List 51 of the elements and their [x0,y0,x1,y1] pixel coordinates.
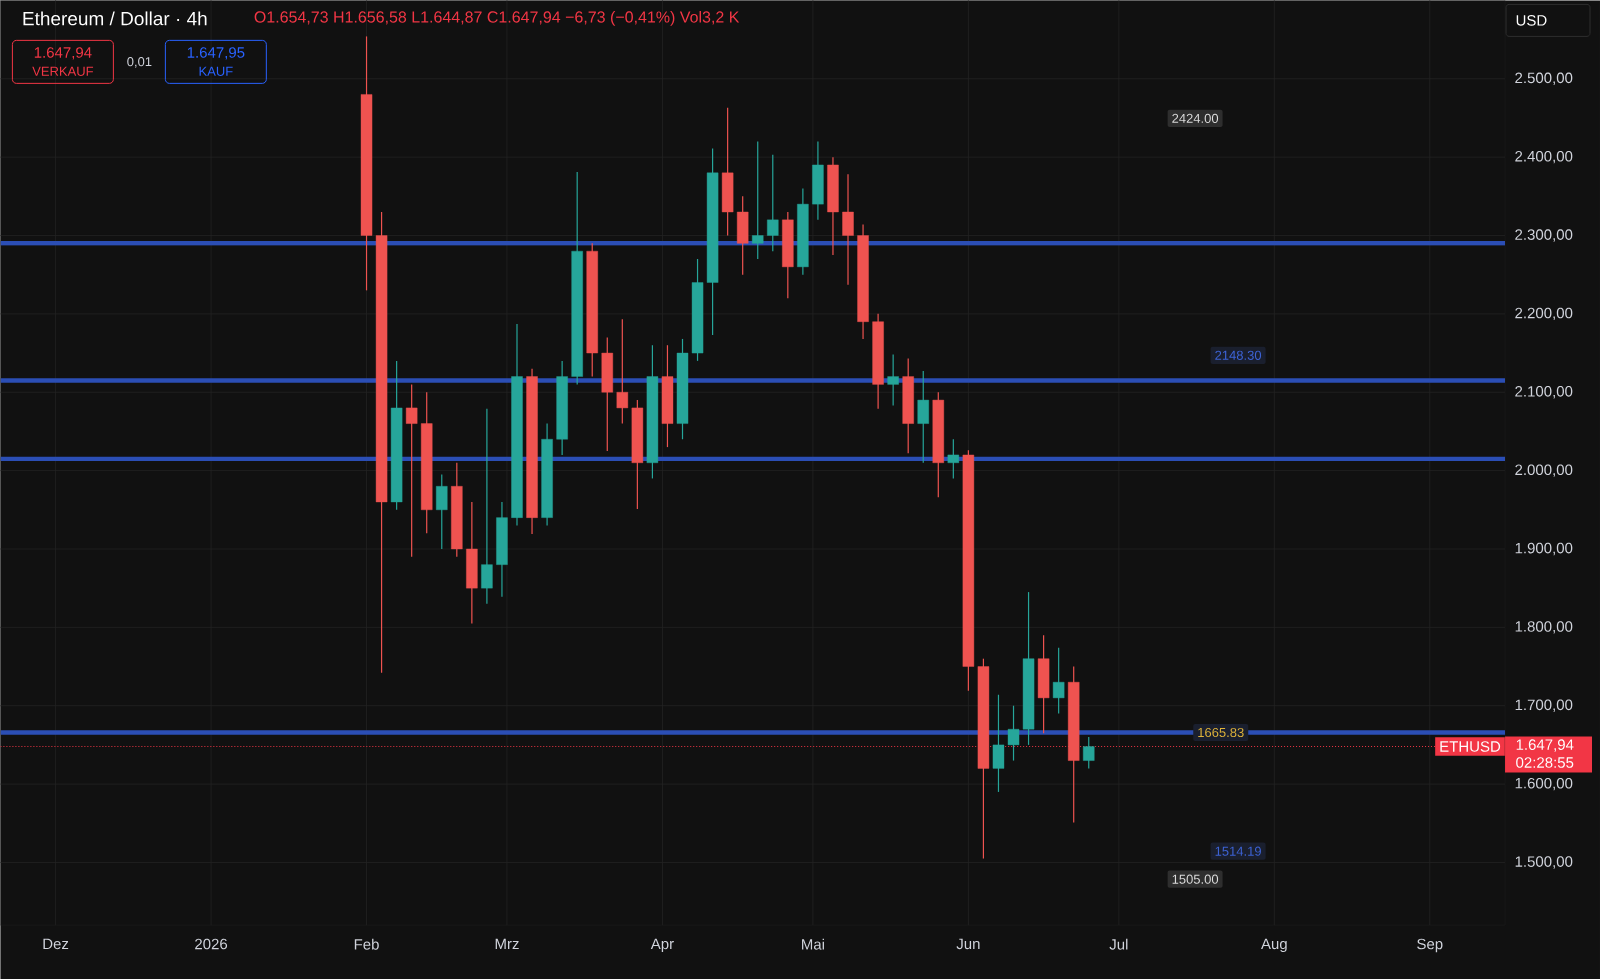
annotation: 1514.19 [1215,846,1261,856]
candlestick [481,408,493,605]
candlestick [616,318,629,425]
candlestick [405,383,418,558]
candlestick [767,154,779,252]
x-tick-label: Aug [1261,938,1287,953]
annotation: 2424.00 [1172,113,1219,123]
candlestick [992,694,1005,793]
text: O1.654,73 H1.656,58 L1.644,87 C1.647,94 −6,73 (−0,41%) Vol3,2 K [254,10,740,26]
candlestick [1052,647,1065,715]
y-tick-label: 2.100,00 [1515,385,1573,399]
y-tick-label: 2.000,00 [1515,464,1573,477]
candlestick [887,353,899,407]
x-tick-label: 2026 [195,938,228,950]
candlestick [947,438,960,479]
y-tick-label: 2.400,00 [1515,150,1573,164]
y-tick-label: 1.800,00 [1515,621,1573,634]
candlestick [1083,736,1095,769]
text: 1.647,94 [1516,739,1574,752]
y-tick-label: 2.300,00 [1515,229,1573,242]
x-tick-label: Mrz [495,938,519,949]
annotation: 1.647,95 [187,47,245,60]
y-tick-label: 1.700,00 [1515,699,1573,712]
candlestick [752,140,764,260]
annotation: 1505.00 [1172,874,1219,884]
y-tick-label: 2.200,00 [1515,307,1573,320]
y-tick-label: 1.500,00 [1515,856,1573,869]
ref-line-label: ETHUSD [1440,741,1501,752]
y-tick-label: 2.500,00 [1515,72,1573,85]
x-tick-label: Jul [1109,938,1128,950]
annotation: KAUF [199,66,233,76]
chart-title: Ethereum / Dollar · 4h [23,11,207,26]
x-tick-label: Jun [956,938,980,950]
x-tick-label: Feb [354,938,379,950]
candlestick [917,370,929,464]
x-tick-label: Dez [43,938,69,950]
annotation: 1.647,94 [34,47,92,60]
text: USD [1516,15,1547,26]
annotation: VERKAUF [32,66,94,76]
x-tick-label: Mai [802,938,824,950]
annotation: 0,01 [127,56,152,68]
y-tick-label: 1.600,00 [1515,777,1573,791]
x-tick-label: Apr [650,938,674,953]
y-tick-label: 1.900,00 [1515,542,1573,556]
text: 02:28:55 [1516,757,1574,768]
x-tick-label: Sep [1417,938,1443,953]
annotation: 1665.83 [1198,727,1244,738]
annotation: 2148.30 [1215,350,1262,360]
candlestick [436,473,448,550]
candlestick [1007,705,1020,762]
candlestick [842,173,854,286]
